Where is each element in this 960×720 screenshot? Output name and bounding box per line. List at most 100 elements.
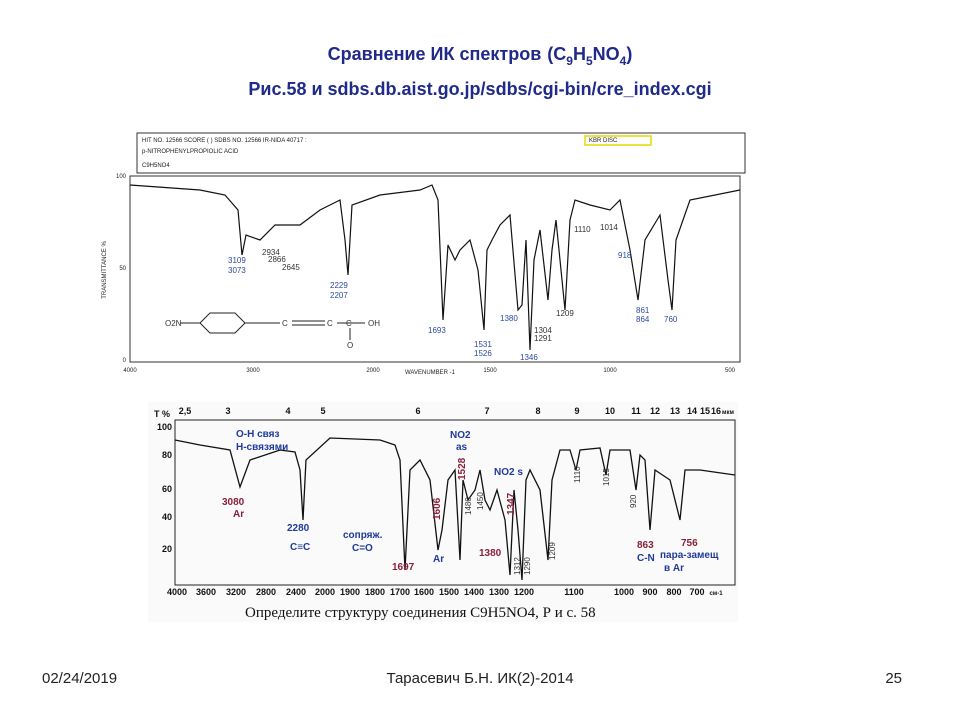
annotation: 1606 bbox=[432, 497, 443, 520]
peak: 1110 bbox=[574, 225, 591, 234]
header-box bbox=[136, 132, 746, 174]
x-tick: 1500 bbox=[439, 587, 459, 597]
x-tick: 3600 bbox=[196, 587, 216, 597]
peak: 861 bbox=[636, 306, 650, 315]
x-tick: 2800 bbox=[256, 587, 276, 597]
micron-tick: 6 bbox=[415, 406, 420, 416]
annotation: 920 bbox=[629, 494, 638, 508]
peak: 2207 bbox=[330, 291, 348, 300]
x-tick: 2000 bbox=[315, 587, 335, 597]
formula: 4 bbox=[620, 54, 627, 68]
header: C9H5NO4 bbox=[142, 163, 170, 169]
x-tick: 700 bbox=[689, 587, 704, 597]
y-ticks: 100 80 60 40 20 bbox=[157, 422, 172, 554]
x-tick: 3200 bbox=[226, 587, 246, 597]
micron-tick: 10 bbox=[605, 406, 615, 416]
micron-tick: 8 bbox=[535, 406, 540, 416]
highlight bbox=[584, 135, 652, 146]
y-tick: 20 bbox=[162, 544, 172, 554]
structure: O2N C C C OH O bbox=[165, 312, 380, 350]
annotation: C=O bbox=[352, 543, 373, 554]
peak: 2645 bbox=[282, 263, 300, 272]
peak-labels: 3109 3073 2934 2866 2645 2229 2207 1693 … bbox=[228, 223, 678, 362]
x-tick: 2400 bbox=[286, 587, 306, 597]
x-ticks: 4000 3000 2000 1500 1000 500 bbox=[123, 368, 735, 374]
micron-tick: 9 bbox=[574, 406, 579, 416]
x-tick: 1800 bbox=[365, 587, 385, 597]
peak: 1526 bbox=[474, 349, 492, 358]
y-tick: 100 bbox=[116, 174, 127, 180]
micron-tick: 13 bbox=[670, 406, 680, 416]
annotation: 863 bbox=[637, 540, 654, 551]
peak: 1531 bbox=[474, 340, 492, 349]
title-line2: Рис.58 и sdbs.db.aist.go.jp/sdbs/cgi-bin… bbox=[248, 79, 711, 99]
x-tick: 500 bbox=[725, 368, 736, 374]
micron-tick: 16 bbox=[711, 406, 721, 416]
micron-tick: 4 bbox=[285, 406, 290, 416]
peak: 1380 bbox=[500, 314, 518, 323]
micron-tick: 3 bbox=[225, 406, 230, 416]
plot-frame bbox=[129, 175, 741, 363]
y-tick: 0 bbox=[123, 358, 127, 364]
annotation: O-H связ bbox=[236, 429, 280, 440]
bonds bbox=[180, 312, 365, 340]
annotation: 1450 bbox=[476, 492, 485, 510]
x-tick: 1700 bbox=[390, 587, 410, 597]
annotation: as bbox=[456, 442, 468, 453]
title-line1: Сравнение ИК спектров (C9H5NO4) bbox=[328, 44, 633, 68]
atom: C bbox=[327, 319, 333, 328]
header: HIT NO. 12566 SCORE ( ) SDBS NO. 12566 I… bbox=[142, 138, 307, 144]
formula: ) bbox=[626, 44, 632, 64]
annotation: H-связями bbox=[236, 442, 288, 453]
spectrum-curve bbox=[174, 437, 736, 581]
annotation: 1380 bbox=[479, 548, 502, 559]
peak: 864 bbox=[636, 315, 650, 324]
title-text: Сравнение ИК спектров bbox=[328, 44, 542, 64]
annotation: 1528 bbox=[457, 457, 468, 480]
annotation: C-N bbox=[637, 553, 655, 564]
atom: C bbox=[346, 319, 352, 328]
x-tick: 1900 bbox=[340, 587, 360, 597]
y-tick: 80 bbox=[162, 450, 172, 460]
annotation: 3080 bbox=[222, 497, 245, 508]
y-label: TRANSMITTANCE % bbox=[102, 241, 108, 299]
header: KBR DISC bbox=[589, 138, 618, 144]
x-tick: 1000 bbox=[603, 368, 617, 374]
y-tick: 100 bbox=[157, 422, 172, 432]
x-unit: см-1 bbox=[709, 591, 723, 597]
annotations: O-H связ H-связями 3080 Ar 2280 C≡C сопр… bbox=[222, 429, 719, 575]
annotation: 1110 bbox=[573, 466, 582, 483]
micron-tick: 15 bbox=[700, 406, 710, 416]
y-label: T % bbox=[154, 409, 170, 419]
micron-tick: 2,5 bbox=[179, 406, 192, 416]
micron-ticks: 2,5 3 4 5 6 7 8 9 10 11 12 13 14 15 16 м… bbox=[179, 406, 735, 416]
x-tick: 1200 bbox=[514, 587, 534, 597]
x-ticks: 4000 3600 3200 2800 2400 2000 1900 1800 … bbox=[167, 587, 723, 597]
x-tick: 1300 bbox=[489, 587, 509, 597]
formula: 9 bbox=[566, 54, 573, 68]
spectrum-curve bbox=[129, 184, 741, 351]
annotation: Ar bbox=[433, 554, 444, 565]
atom: C bbox=[282, 319, 288, 328]
peak: 2866 bbox=[268, 255, 286, 264]
x-tick: 1600 bbox=[414, 587, 434, 597]
annotation: 1015 bbox=[602, 468, 611, 486]
formula: H bbox=[573, 44, 586, 64]
plot-frame bbox=[174, 419, 736, 586]
peak: 1014 bbox=[600, 223, 618, 232]
annotation: 1697 bbox=[392, 562, 415, 573]
x-tick: 2000 bbox=[366, 368, 380, 374]
atom: O2N bbox=[165, 319, 182, 328]
x-tick: 4000 bbox=[123, 368, 137, 374]
annotation: пара-замещ bbox=[660, 550, 719, 561]
peak: 1209 bbox=[556, 309, 574, 318]
annotation: 1290 bbox=[523, 557, 532, 575]
micron-tick: 14 bbox=[687, 406, 697, 416]
annotation: 2280 bbox=[287, 523, 310, 534]
formula: 5 bbox=[586, 54, 593, 68]
formula: NO bbox=[593, 44, 620, 64]
peak: 3109 bbox=[228, 256, 246, 265]
header: p-NITROPHENYLPROPIOLIC ACID bbox=[142, 149, 239, 155]
micron-unit: мкм bbox=[722, 410, 734, 416]
